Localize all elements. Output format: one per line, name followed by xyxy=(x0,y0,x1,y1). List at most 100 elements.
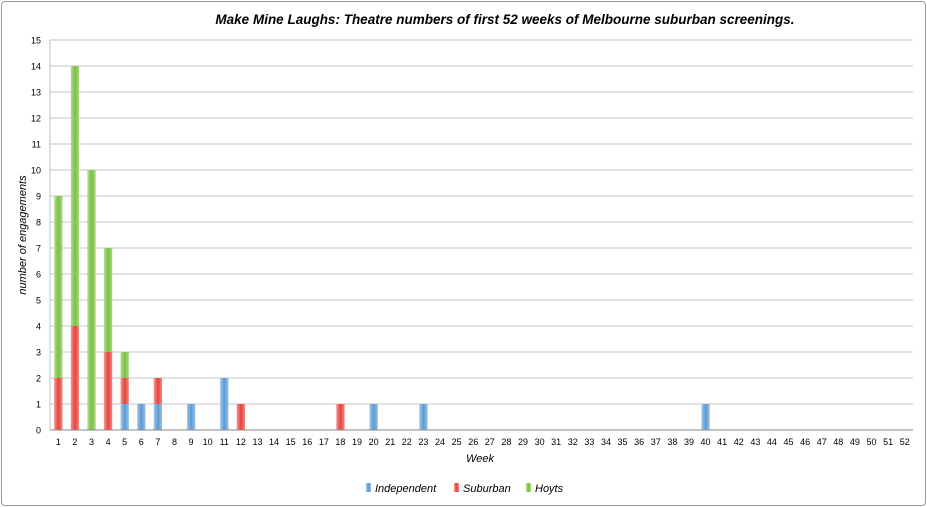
x-tick-label: 34 xyxy=(601,437,611,447)
bar-suburban-week-4 xyxy=(103,352,113,430)
x-tick-label: 8 xyxy=(172,437,177,447)
y-tick-label: 6 xyxy=(36,270,41,280)
bar-independent-week-23 xyxy=(419,404,428,430)
x-tick-label: 30 xyxy=(535,437,545,447)
y-tick-label: 12 xyxy=(31,114,41,124)
y-tick-label: 2 xyxy=(36,374,41,384)
bar-suburban-week-7 xyxy=(153,378,163,404)
bar-hoyts-week-5 xyxy=(120,352,129,378)
bar-independent-week-40 xyxy=(701,404,710,430)
bar-hoyts-week-3 xyxy=(87,170,96,430)
bar-independent-week-6 xyxy=(137,404,146,430)
x-tick-label: 2 xyxy=(72,437,77,447)
x-tick-label: 9 xyxy=(189,437,194,447)
x-tick-label: 52 xyxy=(900,437,910,447)
x-tick-label: 17 xyxy=(319,437,329,447)
x-tick-label: 25 xyxy=(452,437,462,447)
y-tick-label: 14 xyxy=(31,62,41,72)
x-tick-label: 1 xyxy=(56,437,61,447)
legend: Independent Suburban Hoyts xyxy=(366,483,564,495)
bars xyxy=(54,66,710,430)
x-tick-label: 4 xyxy=(106,437,111,447)
bar-hoyts-week-4 xyxy=(103,248,113,352)
x-tick-label: 41 xyxy=(717,437,727,447)
bar-suburban-week-12 xyxy=(236,404,246,430)
x-tick-label: 24 xyxy=(435,437,445,447)
x-tick-label: 42 xyxy=(734,437,744,447)
bar-suburban-week-5 xyxy=(120,378,129,404)
x-tick-label: 47 xyxy=(817,437,827,447)
x-tick-label: 12 xyxy=(236,437,246,447)
x-tick-label: 29 xyxy=(518,437,528,447)
x-tick-label: 37 xyxy=(651,437,661,447)
bar-independent-week-11 xyxy=(220,378,229,430)
legend-label-independent: Independent xyxy=(375,483,437,495)
y-tick-label: 8 xyxy=(36,218,41,228)
y-tick-label: 0 xyxy=(36,426,41,436)
y-tick-label: 13 xyxy=(31,88,41,98)
x-tick-label: 19 xyxy=(352,437,362,447)
x-tick-label: 44 xyxy=(767,437,777,447)
bar-hoyts-week-2 xyxy=(70,66,80,326)
x-tick-label: 20 xyxy=(369,437,379,447)
x-tick-label: 27 xyxy=(485,437,495,447)
bar-suburban-week-1 xyxy=(54,378,63,430)
bar-independent-week-7 xyxy=(153,404,163,430)
x-tick-label: 22 xyxy=(402,437,412,447)
x-tick-label: 43 xyxy=(750,437,760,447)
x-tick-label: 39 xyxy=(684,437,694,447)
x-tick-label: 23 xyxy=(418,437,428,447)
legend-swatch-suburban xyxy=(454,483,459,492)
bar-independent-week-20 xyxy=(369,404,378,430)
y-axis-label: number of engagements xyxy=(17,175,29,295)
x-tick-label: 46 xyxy=(800,437,810,447)
x-tick-label: 21 xyxy=(385,437,395,447)
x-tick-label: 32 xyxy=(568,437,578,447)
y-tick-label: 4 xyxy=(36,322,41,332)
x-tick-label: 26 xyxy=(468,437,478,447)
x-tick-label: 48 xyxy=(833,437,843,447)
legend-swatch-hoyts xyxy=(526,483,531,492)
y-tick-label: 11 xyxy=(32,140,41,150)
x-tick-label: 40 xyxy=(701,437,711,447)
y-tick-label: 1 xyxy=(36,400,41,410)
x-tick-label: 6 xyxy=(139,437,144,447)
x-tick-label: 11 xyxy=(220,437,229,447)
bar-hoyts-week-1 xyxy=(54,196,63,378)
y-tick-label: 3 xyxy=(36,348,41,358)
bar-independent-week-5 xyxy=(120,404,129,430)
y-tick-label: 9 xyxy=(36,192,41,202)
y-tick-label: 15 xyxy=(31,36,41,46)
bar-suburban-week-18 xyxy=(336,404,345,430)
x-tick-label: 35 xyxy=(618,437,628,447)
bar-suburban-week-2 xyxy=(70,326,80,430)
legend-label-suburban: Suburban xyxy=(463,483,511,495)
x-axis-label: Week xyxy=(466,453,494,465)
x-tick-label: 38 xyxy=(667,437,677,447)
legend-swatch-independent xyxy=(366,483,371,492)
x-tick-label: 14 xyxy=(269,437,279,447)
x-tick-label: 50 xyxy=(867,437,877,447)
x-axis-ticks: 1 2 3 4 5 6 7 8 9 10 11 12 13 14 15 16 17 18 19 20 21 22 23 24 2… xyxy=(56,437,910,447)
y-tick-label: 7 xyxy=(36,244,41,254)
chart-title: Make Mine Laughs: Theatre numbers of fir… xyxy=(215,12,794,27)
x-tick-label: 5 xyxy=(122,437,127,447)
x-tick-label: 18 xyxy=(335,437,345,447)
x-tick-label: 33 xyxy=(584,437,594,447)
x-tick-label: 36 xyxy=(634,437,644,447)
x-tick-label: 28 xyxy=(501,437,511,447)
x-tick-label: 13 xyxy=(252,437,262,447)
x-tick-label: 45 xyxy=(784,437,794,447)
x-tick-label: 3 xyxy=(89,437,94,447)
x-tick-label: 7 xyxy=(155,437,160,447)
y-tick-label: 10 xyxy=(31,166,41,176)
x-tick-label: 31 xyxy=(551,437,561,447)
y-tick-label: 5 xyxy=(36,296,41,306)
x-tick-label: 15 xyxy=(286,437,296,447)
x-tick-label: 51 xyxy=(883,437,893,447)
bar-independent-week-9 xyxy=(186,404,196,430)
x-tick-label: 49 xyxy=(850,437,860,447)
gridlines xyxy=(49,39,913,431)
